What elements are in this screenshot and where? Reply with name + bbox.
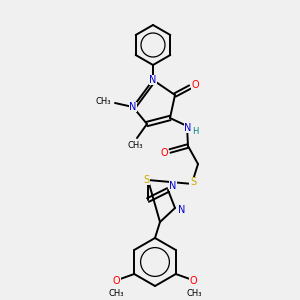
Text: O: O	[190, 276, 198, 286]
Text: O: O	[191, 80, 199, 90]
Text: CH₃: CH₃	[127, 142, 143, 151]
Text: CH₃: CH₃	[109, 289, 124, 298]
Text: N: N	[184, 123, 192, 133]
Text: H: H	[192, 127, 198, 136]
Text: N: N	[178, 205, 186, 215]
Text: S: S	[190, 177, 196, 187]
Text: O: O	[112, 276, 120, 286]
Text: N: N	[149, 75, 157, 85]
Text: CH₃: CH₃	[95, 98, 111, 106]
Text: N: N	[129, 102, 137, 112]
Text: CH₃: CH₃	[186, 289, 202, 298]
Text: O: O	[160, 148, 168, 158]
Text: N: N	[169, 181, 177, 191]
Text: S: S	[143, 175, 149, 185]
